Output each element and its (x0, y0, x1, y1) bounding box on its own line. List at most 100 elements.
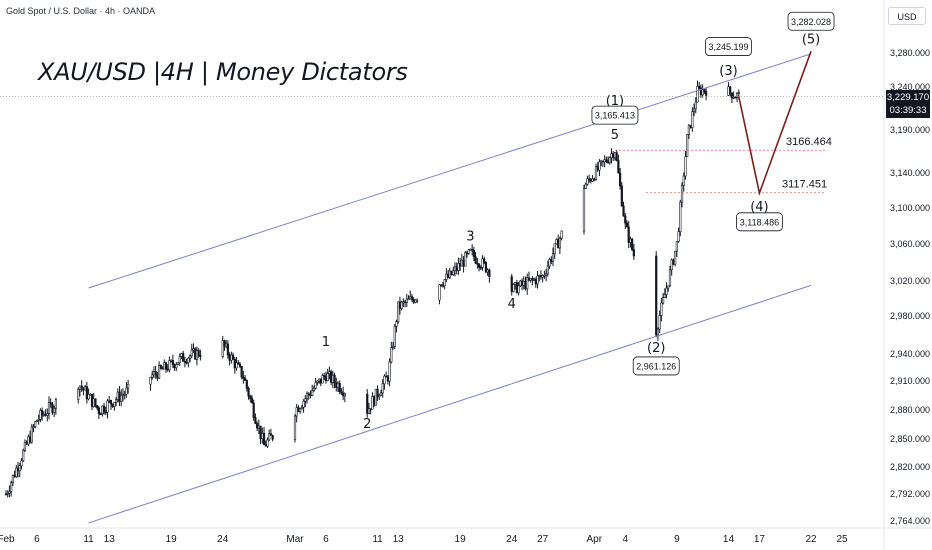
candle (257, 419, 260, 435)
candle-body (397, 301, 400, 323)
candle-body (104, 411, 107, 414)
candle-body (317, 378, 321, 382)
candle-body (409, 296, 412, 300)
candle-body (732, 96, 735, 99)
candle (670, 258, 673, 276)
candle (703, 89, 706, 95)
candle-body (445, 273, 448, 280)
candle-body (393, 325, 396, 347)
candle-body (266, 439, 269, 447)
candle (541, 274, 544, 283)
candle (407, 295, 410, 301)
candle-body (109, 399, 113, 405)
candle-body (304, 398, 307, 402)
candle (152, 366, 156, 378)
candle-body (159, 365, 162, 369)
candle-body (631, 238, 634, 250)
candle (465, 250, 469, 258)
candle (192, 343, 195, 353)
price-levels: 3166.464 3117.451 (614, 136, 832, 194)
candle (317, 378, 321, 384)
candle-body (589, 179, 592, 182)
candle (252, 399, 255, 421)
candle-body (39, 410, 42, 420)
candle (331, 370, 334, 389)
candle (591, 175, 594, 183)
trend-channel (0, 53, 884, 524)
candle (259, 425, 262, 445)
candle (223, 339, 226, 351)
candle-body (15, 467, 18, 477)
candle (589, 177, 592, 184)
candle-body (18, 465, 21, 472)
candle-body (527, 277, 531, 281)
candle-body (615, 152, 618, 161)
candle-body (582, 188, 586, 232)
candle-body (54, 399, 57, 409)
candle-body (655, 255, 658, 336)
candle-body (97, 407, 100, 414)
candle (366, 389, 369, 418)
candle (113, 402, 116, 411)
candle-body (560, 230, 563, 239)
candle (269, 428, 273, 436)
candle-body (257, 425, 260, 429)
candle-body (398, 301, 402, 309)
candle (381, 379, 384, 398)
candle-body (221, 340, 224, 357)
candle (164, 361, 168, 374)
candle (612, 151, 615, 161)
candle-body (383, 375, 386, 385)
currency-button[interactable]: USD (888, 7, 926, 25)
candle (28, 430, 32, 444)
candle-body (256, 423, 259, 429)
candle (104, 406, 107, 416)
candle-body (484, 261, 488, 273)
candle-body (514, 282, 517, 285)
candle (154, 365, 157, 379)
candle-body (156, 373, 159, 379)
candle (125, 381, 128, 398)
candle-body (667, 285, 670, 289)
y-tick-label: 2,850.000 (890, 434, 930, 444)
candle-body (4, 493, 8, 496)
candle (402, 298, 405, 308)
candle-body (727, 86, 730, 96)
candle (302, 399, 305, 413)
candle-body (94, 398, 97, 406)
candle-body (600, 160, 603, 163)
candle (450, 270, 453, 276)
candle (127, 379, 130, 394)
candle-body (120, 395, 123, 402)
candle-body (594, 166, 598, 180)
candle-body (261, 432, 264, 439)
candle (701, 84, 704, 98)
candle (311, 384, 314, 397)
candle-body (271, 435, 274, 440)
candle-body (601, 160, 604, 163)
candle (99, 412, 102, 415)
candle (32, 423, 35, 433)
candle-body (730, 92, 734, 99)
candle-body (403, 301, 407, 303)
candle (118, 386, 121, 407)
candle (545, 268, 548, 282)
candle (527, 271, 531, 282)
candle-body (538, 275, 541, 277)
candle (471, 244, 474, 256)
x-tick-label: 24 (506, 534, 518, 545)
candle-body (336, 383, 340, 388)
candle-body (455, 266, 458, 271)
candle (271, 434, 274, 442)
candle (4, 490, 8, 496)
candle-body (80, 385, 83, 389)
candle (553, 243, 556, 260)
candle-body (632, 249, 635, 257)
candle (22, 448, 25, 462)
wave-label: (2) (647, 341, 665, 356)
candle-body (625, 222, 629, 228)
candle (170, 359, 173, 363)
candle (656, 327, 660, 341)
candle-body (44, 413, 47, 416)
